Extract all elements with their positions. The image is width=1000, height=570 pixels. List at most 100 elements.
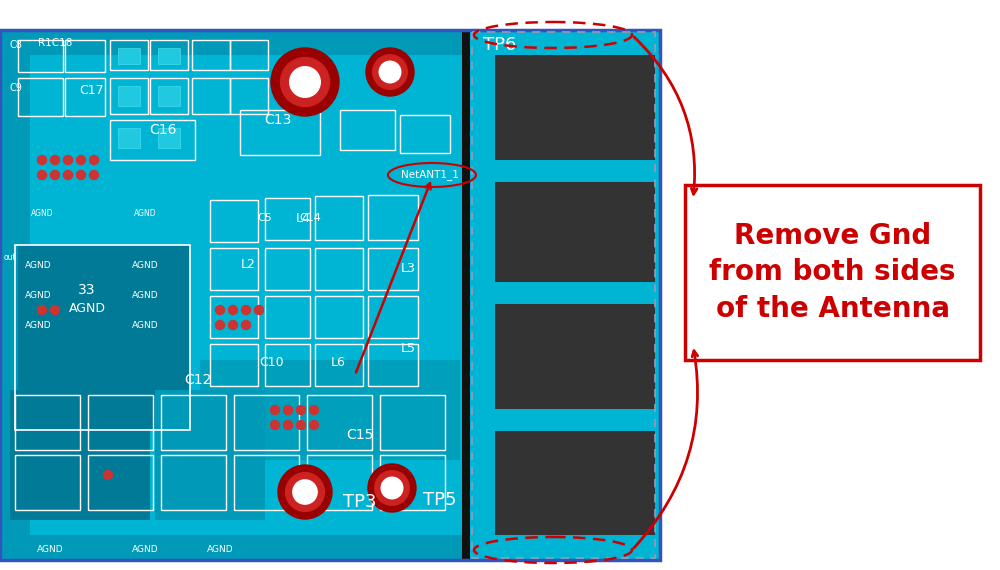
Circle shape bbox=[310, 405, 318, 414]
Circle shape bbox=[228, 320, 238, 329]
Bar bbox=[495, 304, 660, 409]
Circle shape bbox=[38, 170, 46, 180]
Circle shape bbox=[242, 306, 250, 315]
Text: C14: C14 bbox=[299, 213, 321, 223]
Text: AGND: AGND bbox=[25, 260, 51, 270]
Bar bbox=[5, 30, 465, 55]
Text: Remove Gnd
from both sides
of the Antenna: Remove Gnd from both sides of the Antenn… bbox=[709, 222, 956, 323]
Bar bbox=[155, 390, 265, 520]
Circle shape bbox=[50, 170, 60, 180]
Bar bbox=[685, 185, 980, 360]
Circle shape bbox=[286, 473, 324, 511]
Text: out: out bbox=[4, 254, 16, 263]
Bar bbox=[0, 30, 30, 560]
Circle shape bbox=[310, 421, 318, 430]
Bar bbox=[10, 390, 150, 520]
Bar bbox=[5, 540, 465, 558]
Circle shape bbox=[64, 156, 72, 165]
Circle shape bbox=[284, 405, 292, 414]
Bar bbox=[65, 40, 105, 72]
Bar bbox=[110, 120, 195, 160]
Text: C10: C10 bbox=[260, 356, 284, 368]
Bar bbox=[118, 86, 140, 106]
Text: AGND: AGND bbox=[68, 302, 106, 315]
Bar bbox=[0, 30, 18, 560]
Bar bbox=[150, 78, 188, 114]
Text: TP3: TP3 bbox=[343, 493, 377, 511]
Bar bbox=[210, 344, 258, 386]
Text: 1: 1 bbox=[302, 71, 308, 80]
Circle shape bbox=[50, 306, 60, 315]
Text: AGND: AGND bbox=[132, 291, 158, 299]
Bar bbox=[315, 344, 363, 386]
Bar bbox=[158, 48, 180, 64]
Bar bbox=[210, 296, 258, 338]
Text: TP6: TP6 bbox=[483, 36, 517, 54]
Bar bbox=[118, 128, 140, 148]
Text: L3: L3 bbox=[401, 262, 415, 275]
Bar bbox=[110, 40, 148, 70]
Bar bbox=[230, 78, 268, 114]
Bar bbox=[495, 182, 660, 282]
Bar bbox=[368, 344, 418, 386]
Circle shape bbox=[366, 48, 414, 96]
Bar bbox=[265, 198, 310, 240]
Circle shape bbox=[368, 464, 416, 512]
Circle shape bbox=[284, 421, 292, 430]
Text: AGND: AGND bbox=[25, 291, 51, 299]
Bar bbox=[315, 296, 363, 338]
Text: NetANT1_1: NetANT1_1 bbox=[401, 169, 459, 181]
Bar bbox=[161, 395, 226, 450]
Bar bbox=[110, 78, 148, 114]
Circle shape bbox=[254, 306, 264, 315]
Bar bbox=[470, 30, 495, 560]
Bar bbox=[15, 245, 190, 430]
Bar bbox=[15, 455, 80, 510]
Circle shape bbox=[290, 67, 320, 97]
Circle shape bbox=[293, 480, 317, 504]
Bar bbox=[5, 535, 465, 560]
Bar bbox=[18, 78, 63, 116]
Circle shape bbox=[270, 405, 280, 414]
Text: L5: L5 bbox=[400, 341, 416, 355]
Text: 33: 33 bbox=[78, 283, 96, 297]
Circle shape bbox=[90, 156, 98, 165]
Circle shape bbox=[242, 320, 250, 329]
Text: C5: C5 bbox=[258, 213, 272, 223]
Circle shape bbox=[64, 170, 72, 180]
Text: C12: C12 bbox=[184, 373, 212, 387]
Bar bbox=[470, 160, 660, 182]
Text: 0: 0 bbox=[388, 64, 392, 70]
Bar bbox=[470, 282, 660, 304]
Text: AGND: AGND bbox=[132, 320, 158, 329]
Bar bbox=[15, 245, 190, 430]
Bar bbox=[307, 395, 372, 450]
Circle shape bbox=[296, 405, 306, 414]
Circle shape bbox=[50, 156, 60, 165]
Bar bbox=[400, 115, 450, 153]
Text: TP5: TP5 bbox=[423, 491, 457, 509]
Bar bbox=[118, 48, 140, 64]
Bar bbox=[234, 395, 299, 450]
Text: C15: C15 bbox=[346, 428, 374, 442]
Bar bbox=[380, 455, 445, 510]
Bar bbox=[470, 409, 660, 431]
Bar bbox=[0, 30, 660, 560]
Bar bbox=[340, 110, 395, 150]
Circle shape bbox=[270, 421, 280, 430]
Bar bbox=[307, 455, 372, 510]
Bar bbox=[0, 30, 660, 560]
Bar bbox=[192, 40, 230, 70]
Text: L4: L4 bbox=[296, 211, 310, 225]
Text: AGND: AGND bbox=[132, 545, 158, 555]
Text: C13: C13 bbox=[264, 113, 292, 127]
Circle shape bbox=[228, 306, 238, 315]
Bar bbox=[368, 248, 418, 290]
Circle shape bbox=[38, 156, 46, 165]
Text: L2: L2 bbox=[241, 259, 255, 271]
Text: AGND: AGND bbox=[132, 260, 158, 270]
Bar bbox=[265, 296, 310, 338]
Bar bbox=[462, 30, 472, 560]
Bar bbox=[265, 248, 310, 290]
Bar bbox=[240, 110, 320, 155]
